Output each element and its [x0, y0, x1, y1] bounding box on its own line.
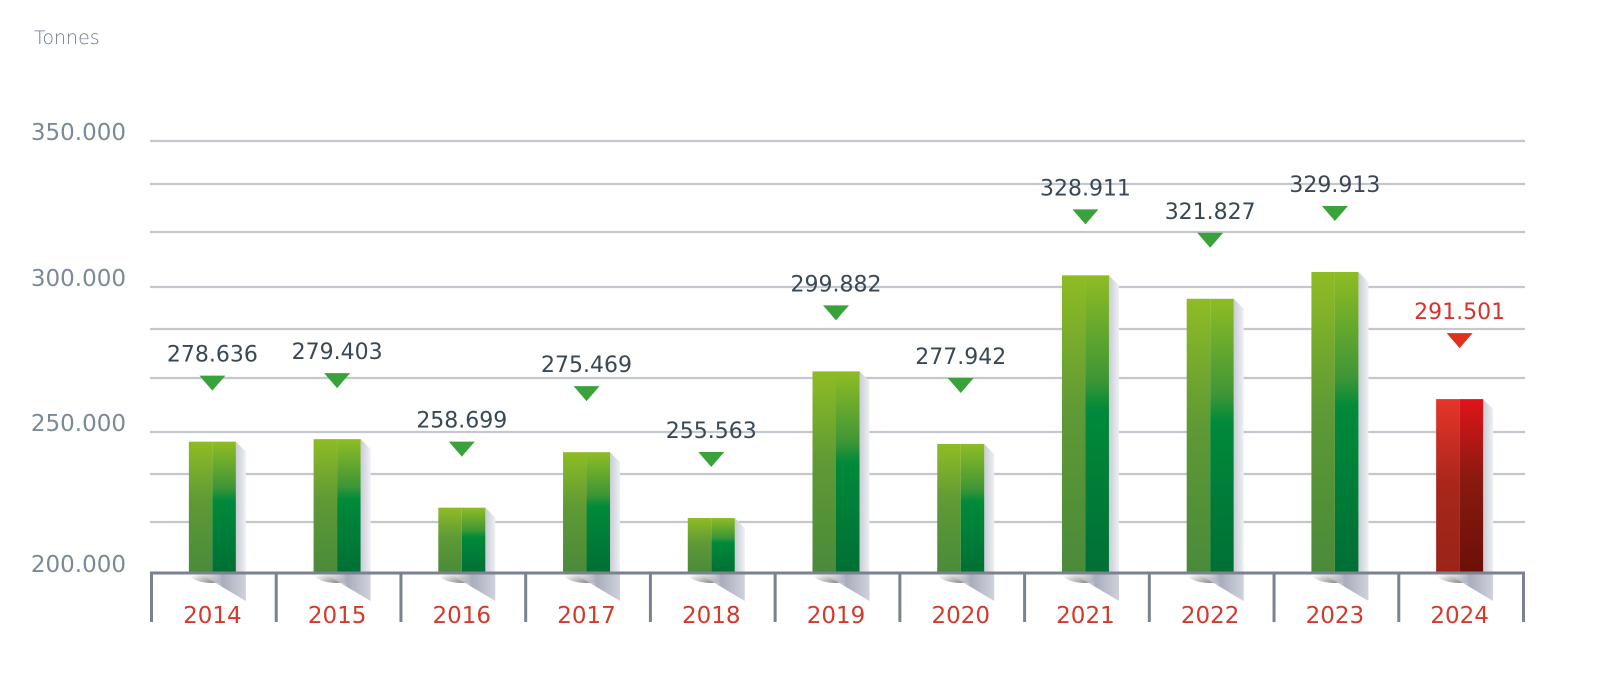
bar-side-shadow [1483, 399, 1494, 573]
bar-floor-shadow [1446, 573, 1494, 601]
bar-side-shadow [235, 441, 246, 573]
value-label: 328.911 [1040, 176, 1131, 201]
value-label: 321.827 [1165, 200, 1256, 225]
y-axis-ticks: 200.000 250.000 300.000 350.000 [31, 120, 126, 578]
bar-left-face [188, 441, 213, 573]
x-axis: 2014 2015 2016 2017 2018 2019 2020 2021 2022 2023… [150, 571, 1525, 629]
down-triangle-marker [823, 305, 849, 321]
bar-left-face [1061, 275, 1086, 573]
down-triangle-marker [1446, 333, 1473, 349]
down-triangle-marker [1197, 232, 1224, 248]
x-tick-label: 2022 [1181, 603, 1240, 629]
down-triangle-marker [698, 452, 725, 468]
x-tick-label: 2018 [682, 603, 741, 629]
down-triangle-marker [1321, 206, 1348, 221]
bar-floor-shadow [1196, 573, 1244, 601]
x-tick-label: 2016 [433, 603, 492, 629]
value-label: 299.882 [791, 272, 882, 297]
bar-side-shadow [859, 371, 870, 573]
bar-side-shadow [984, 443, 995, 573]
bar-right-face [960, 443, 985, 573]
down-triangle-marker [1072, 209, 1099, 225]
value-label: 278.636 [167, 343, 258, 368]
bar-floor-shadow [323, 573, 371, 601]
bar-2016 [438, 507, 496, 601]
x-tick-label: 2019 [807, 603, 866, 629]
x-tick-label: 2015 [308, 603, 367, 629]
bar-right-face [212, 441, 236, 573]
x-tick-label: 2014 [183, 603, 242, 629]
x-tick-label: 2020 [931, 603, 990, 629]
x-tick-label: 2024 [1430, 603, 1489, 629]
bar-2024 [1436, 399, 1494, 601]
y-tick-label: 250.000 [31, 411, 126, 437]
bar-side-shadow [610, 452, 621, 573]
bar-2021 [1061, 275, 1119, 601]
x-tick-label: 2023 [1306, 603, 1365, 629]
bar-floor-shadow [198, 573, 246, 601]
bar-floor-shadow [697, 573, 745, 601]
bar-side-shadow [1233, 298, 1244, 573]
bar-right-face [1334, 272, 1359, 573]
bar-2018 [687, 518, 745, 601]
bar-floor-shadow [822, 573, 870, 601]
bar-right-face [1459, 399, 1484, 573]
bar-left-face [1436, 399, 1460, 573]
bar-side-shadow [1358, 272, 1369, 573]
bar-left-face [563, 452, 587, 573]
x-tick-label: 2017 [557, 603, 616, 629]
bars [188, 272, 1494, 601]
down-triangle-marker [324, 373, 351, 389]
y-tick-label: 200.000 [31, 552, 126, 578]
bar-2023 [1311, 272, 1369, 601]
value-label: 291.501 [1414, 300, 1505, 325]
bar-side-shadow [485, 507, 496, 573]
value-label: 329.913 [1289, 173, 1380, 198]
down-triangle-marker [448, 441, 475, 457]
bar-floor-shadow [1071, 573, 1119, 601]
bar-side-shadow [734, 518, 745, 573]
bar-floor-shadow [573, 573, 621, 601]
down-triangle-marker [573, 386, 600, 402]
bar-left-face [1311, 272, 1335, 573]
bar-floor-shadow [1321, 573, 1369, 601]
bar-2015 [313, 439, 371, 601]
value-label: 275.469 [541, 353, 632, 378]
y-tick-label: 300.000 [31, 266, 126, 292]
bar-2022 [1186, 298, 1244, 601]
bar-right-face [586, 452, 611, 573]
bar-left-face [438, 507, 462, 573]
bar-side-shadow [1108, 275, 1119, 573]
bar-2017 [563, 452, 621, 601]
bar-left-face [1186, 298, 1211, 573]
bar-left-face [812, 371, 836, 573]
bar-2014 [188, 441, 246, 601]
bar-right-face [1210, 298, 1234, 573]
bar-left-face [687, 518, 712, 573]
bar-right-face [461, 507, 486, 573]
bar-right-face [836, 371, 860, 573]
x-tick-label: 2021 [1056, 603, 1115, 629]
y-tick-label: 350.000 [31, 120, 126, 146]
bar-2020 [937, 443, 995, 601]
down-triangle-marker [199, 375, 226, 391]
bar-floor-shadow [947, 573, 995, 601]
bar-left-face [313, 439, 338, 573]
value-label: 255.563 [666, 419, 757, 444]
bar-right-face [337, 439, 361, 573]
value-label: 277.942 [915, 345, 1006, 370]
down-triangle-marker [947, 377, 974, 393]
y-axis-unit-label: Tonnes [34, 27, 100, 49]
value-label: 258.699 [416, 409, 507, 434]
bar-2019 [812, 371, 870, 601]
bar-left-face [937, 443, 961, 573]
value-labels: 278.636 279.403 258.699 275.469 255.563 299.8… [167, 173, 1505, 468]
value-label: 279.403 [292, 340, 383, 365]
bar-right-face [1085, 275, 1109, 573]
bar-floor-shadow [448, 573, 496, 601]
bar-side-shadow [360, 439, 371, 573]
bar-right-face [711, 518, 735, 573]
